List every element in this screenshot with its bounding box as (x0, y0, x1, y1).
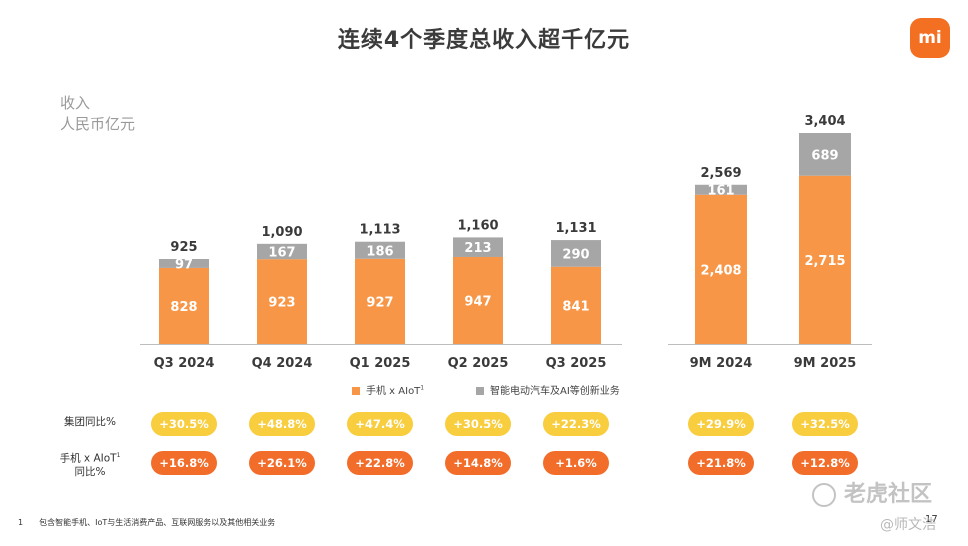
phone-yoy-pill: +14.8% (445, 451, 511, 475)
row-label-group-text: 集团同比% (64, 416, 116, 428)
bar-value-label-phone: 2,408 (700, 263, 741, 278)
bar-value-label-ev: 290 (562, 247, 589, 262)
legend-swatch-gray (476, 387, 484, 395)
phone-yoy-pill: +16.8% (151, 451, 217, 475)
bar-value-label-ev: 161 (707, 184, 734, 199)
bar-value-label-phone: 2,715 (804, 254, 845, 269)
watermark-main: 老虎社区 (812, 476, 932, 508)
bar-segment-phone-aiot (695, 194, 747, 344)
bar-segment-ev-ai (355, 241, 405, 259)
x-tick-label: Q3 2024 (154, 356, 215, 371)
x-tick-label: 9M 2025 (794, 356, 857, 371)
bar-value-label-ev: 213 (464, 241, 491, 256)
legend-label-ev: 智能电动汽车及AI等创新业务 (490, 386, 620, 397)
footnote-number: 1 (18, 518, 24, 527)
group-yoy-pill: +48.8% (249, 412, 315, 436)
bar-segment-ev-ai (799, 133, 851, 176)
page-title: 连续4个季度总收入超千亿元 (337, 28, 631, 53)
legend-item-phone: 手机 x AIoT1 (352, 382, 424, 397)
unit-line1: 收入 (60, 94, 91, 112)
logo-text: mi (918, 28, 942, 48)
phone-yoy-pill: +12.8% (792, 451, 858, 475)
row-label-phone-line1: 手机 x AIoT1 (40, 449, 140, 466)
xiaomi-logo: mi (910, 18, 950, 58)
bar-total-label: 1,090 (261, 225, 302, 240)
page-number: 17 (925, 514, 938, 525)
x-tick-label: 9M 2024 (690, 356, 753, 371)
bar-segment-ev-ai (551, 240, 601, 267)
footnote: 1 包含智能手机、IoT与生活消费产品、互联网服务以及其他相关业务 (18, 517, 275, 528)
x-tick-label: Q2 2025 (448, 356, 509, 371)
legend-item-ev: 智能电动汽车及AI等创新业务 (476, 382, 620, 397)
bar-value-label-phone: 841 (562, 299, 589, 314)
bar-value-label-ev: 689 (811, 148, 838, 163)
x-tick-label: Q1 2025 (350, 356, 411, 371)
revenue-bar-chart: 828 97 925 Q3 2024 923 167 1,090 Q4 2024 927 186 1… (140, 114, 872, 371)
bar-segment-ev-ai (257, 243, 307, 260)
group-yoy-pill: +32.5% (792, 412, 858, 436)
bar-value-label-ev: 97 (175, 257, 193, 272)
bar-segment-phone-aiot (355, 258, 405, 344)
footnote-text: 包含智能手机、IoT与生活消费产品、互联网服务以及其他相关业务 (39, 518, 276, 527)
watermark-icon (812, 483, 836, 507)
group-yoy-pill: +30.5% (445, 412, 511, 436)
bar-total-label: 1,113 (359, 223, 400, 238)
bar-value-label-phone: 927 (366, 295, 393, 310)
watermark-main-text: 老虎社区 (844, 482, 933, 507)
x-tick-label: Q4 2024 (252, 356, 313, 371)
bar-segment-ev-ai (453, 237, 503, 257)
row-label-group-yoy: 集团同比% (40, 416, 140, 429)
bar-value-label-ev: 167 (268, 246, 295, 261)
bar-total-label: 1,160 (457, 218, 498, 233)
row-label-phone-sup: 1 (116, 452, 121, 459)
row-label-phone-line2: 同比% (74, 465, 106, 478)
bar-segment-phone-aiot (453, 256, 503, 344)
group-yoy-pill: +30.5% (151, 412, 217, 436)
bar-total-label: 2,569 (700, 166, 741, 181)
unit-label: 收入 人民币亿元 (60, 93, 135, 135)
unit-line2: 人民币亿元 (60, 115, 136, 133)
legend-swatch-orange (352, 387, 360, 395)
bar-segment-ev-ai (159, 259, 209, 268)
legend-sup: 1 (420, 384, 425, 392)
row-label-phone-text: 手机 x AIoT (59, 452, 117, 465)
bar-value-label-phone: 828 (170, 300, 197, 315)
group-yoy-pill: +22.3% (543, 412, 609, 436)
bar-segment-phone-aiot (257, 259, 307, 344)
bar-value-label-phone: 947 (464, 294, 491, 309)
bar-segment-phone-aiot (799, 175, 851, 344)
bar-segment-phone-aiot (551, 266, 601, 344)
legend-label-phone: 手机 x AIoT (366, 386, 421, 397)
bar-total-label: 3,404 (804, 114, 845, 129)
bar-segment-phone-aiot (159, 267, 209, 344)
phone-yoy-pill: +22.8% (347, 451, 413, 475)
phone-yoy-pill: +26.1% (249, 451, 315, 475)
bar-value-label-phone: 923 (268, 296, 295, 311)
bar-segment-ev-ai (695, 184, 747, 195)
group-yoy-pill: +47.4% (347, 412, 413, 436)
phone-yoy-pill: +21.8% (688, 451, 754, 475)
row-label-phone-yoy: 手机 x AIoT1 同比% (40, 449, 140, 479)
watermark-user: @师文浩 (880, 517, 936, 533)
x-tick-label: Q3 2025 (546, 356, 607, 371)
bar-total-label: 925 (170, 240, 197, 255)
phone-yoy-pill: +1.6% (543, 451, 609, 475)
group-yoy-pill: +29.9% (688, 412, 754, 436)
bar-value-label-ev: 186 (366, 244, 393, 259)
bar-total-label: 1,131 (555, 221, 596, 236)
